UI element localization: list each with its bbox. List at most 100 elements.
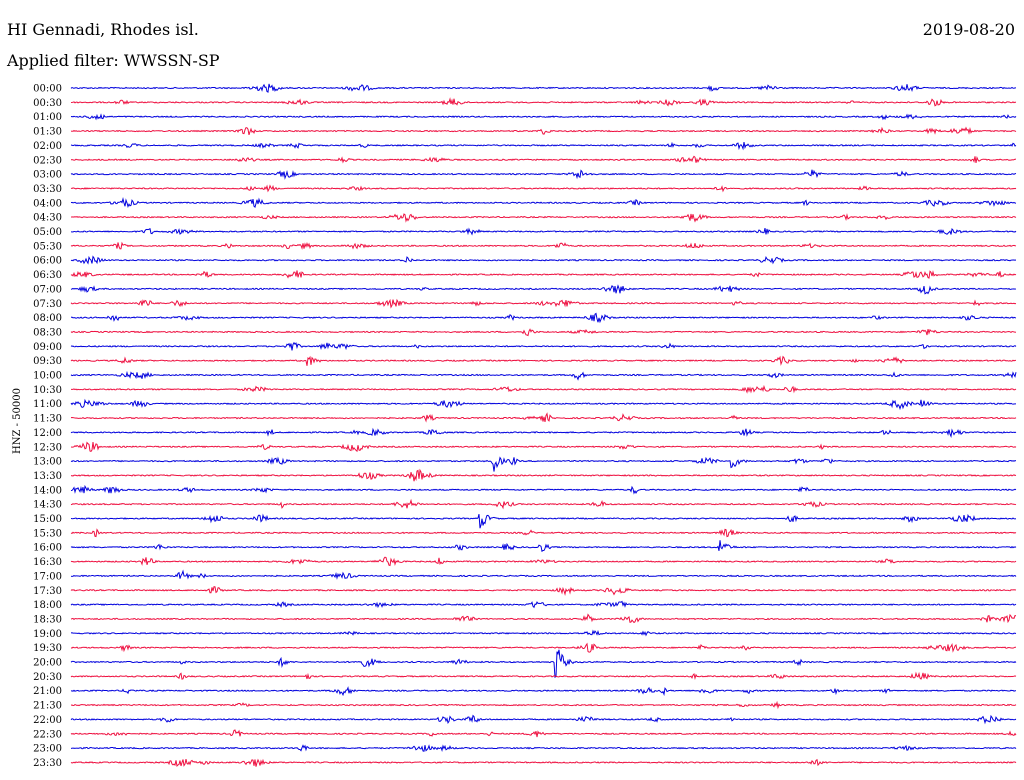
trace-line [70,328,1017,337]
time-label: 22:00 [33,715,62,726]
trace-line [70,241,1017,250]
time-label: 10:00 [33,371,62,382]
time-label: 16:00 [33,543,62,554]
time-label: 19:30 [33,643,62,654]
time-label: 15:00 [33,514,62,525]
time-label: 05:00 [33,227,62,238]
date-label: 2019-08-20 [922,20,1015,39]
time-label: 14:00 [33,485,62,496]
time-label: 21:00 [33,686,62,697]
time-label: 11:30 [33,414,62,425]
time-label: 06:30 [33,270,62,281]
trace-line [71,384,1017,394]
time-label: 03:30 [33,184,62,195]
time-label: 19:00 [33,629,62,640]
trace-line [70,600,1017,609]
trace-line [70,427,1017,438]
time-label: 23:00 [33,744,62,755]
trace-line [70,586,1017,596]
time-label: 18:30 [33,614,62,625]
trace-line [70,255,1017,265]
station-title: HI Gennadi, Rhodes isl. [7,20,199,39]
trace-line [70,284,1017,295]
trace-line [70,312,1017,324]
trace-line [70,528,1017,538]
trace-line [70,341,1017,351]
trace-line [70,83,1017,93]
trace-line [70,412,1017,423]
trace-line [70,671,1017,680]
trace-line [70,714,1017,725]
time-label: 07:00 [33,284,62,295]
time-label: 04:30 [33,213,62,224]
trace-line [70,642,1017,653]
time-label: 07:30 [33,299,62,310]
time-label: 13:30 [33,471,62,482]
time-label: 22:30 [33,729,62,740]
time-label: 03:00 [33,170,62,181]
trace-line [70,155,1017,164]
time-label: 11:00 [33,399,62,410]
time-label: 17:30 [33,586,62,597]
time-label: 04:00 [33,198,62,209]
trace-line [70,456,1017,472]
trace-line [70,613,1017,624]
time-label: 02:30 [33,155,62,166]
trace-line [70,513,1017,529]
trace-line [70,270,1017,279]
trace-line [70,370,1017,381]
trace-line [70,540,1017,553]
time-label: 08:00 [33,313,62,324]
trace-line [70,227,1017,236]
time-label: 10:30 [33,385,62,396]
time-label: 00:30 [33,98,62,109]
time-label: 08:30 [33,327,62,338]
trace-line [70,484,1017,495]
trace-line [70,355,1017,366]
trace-line [70,686,1017,697]
trace-line [70,441,1017,453]
trace-line [70,169,1017,180]
time-label: 13:00 [33,457,62,468]
trace-line [70,126,1017,136]
trace-line [70,729,1017,738]
trace-line [70,213,1017,223]
trace-line [70,569,1017,580]
time-label: 01:00 [33,112,62,123]
time-label: 12:30 [33,442,62,453]
trace-line [70,468,1017,482]
time-label: 05:30 [33,241,62,252]
time-label: 23:30 [33,758,62,769]
trace-line [70,649,1017,679]
trace-line [70,113,1017,121]
time-label: 00:00 [33,84,62,95]
time-label: 02:00 [33,141,62,152]
time-label: 16:30 [33,557,62,568]
time-label: 09:30 [33,356,62,367]
trace-line [70,700,1017,710]
time-label: 01:30 [33,127,62,138]
trace-line [70,141,1017,151]
trace-line [70,196,1017,209]
time-label: 18:00 [33,600,62,611]
trace-line [70,97,1017,107]
trace-line [70,758,1017,767]
time-label: 14:30 [33,500,62,511]
time-label: 06:00 [33,256,62,267]
trace-line [70,184,1017,193]
time-label: 09:00 [33,342,62,353]
trace-line [70,556,1017,567]
trace-line [70,744,1017,752]
time-label: 21:30 [33,701,62,712]
time-label: 20:00 [33,658,62,669]
filter-label: Applied filter: WWSSN-SP [7,51,220,70]
trace-line [70,629,1017,637]
time-label: 20:30 [33,672,62,683]
time-label: 15:30 [33,528,62,539]
time-label: 12:00 [33,428,62,439]
trace-line [70,498,1017,510]
trace-line [70,398,1017,411]
time-label: 17:00 [33,571,62,582]
trace-line [70,298,1017,309]
